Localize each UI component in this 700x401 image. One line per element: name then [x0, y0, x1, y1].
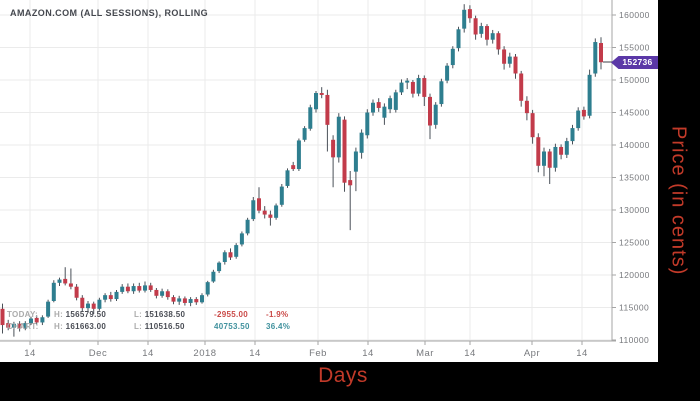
- stats-legend: TODAY: H: 156579.50 L: 151638.50 -2955.00 -1…: [7, 309, 304, 333]
- today-label: TODAY:: [7, 310, 38, 319]
- chart-title: AMAZON.COM (ALL SESSIONS), ROLLING: [10, 8, 209, 18]
- svg-text:2018: 2018: [193, 348, 216, 359]
- chart-change: 40753.50: [214, 322, 250, 331]
- y-tick-labels: 110000 115000 120000 125000 130000 135000 1400…: [619, 10, 650, 345]
- chart-low-label: L:: [134, 322, 143, 331]
- svg-text:115000: 115000: [619, 303, 649, 313]
- chart-high-label: H:: [54, 322, 64, 331]
- chart-change-pct: 36.4%: [266, 322, 291, 331]
- y-axis-caption: Price (in cents): [667, 125, 690, 276]
- svg-text:14: 14: [24, 348, 36, 359]
- svg-text:120000: 120000: [619, 270, 650, 280]
- svg-text:14: 14: [576, 348, 588, 359]
- svg-text:Dec: Dec: [89, 348, 107, 359]
- svg-text:150000: 150000: [619, 75, 650, 85]
- chart-panel: 14 Dec 14 2018 14 Feb 14 Mar 14 Apr 14 110000 115000…: [0, 0, 658, 362]
- candles[interactable]: [0, 4, 604, 337]
- svg-text:140000: 140000: [619, 140, 650, 150]
- svg-text:Apr: Apr: [524, 348, 540, 359]
- axes[interactable]: [0, 0, 616, 345]
- gridlines: [0, 0, 612, 341]
- svg-text:155000: 155000: [619, 43, 650, 53]
- today-low-label: L:: [134, 310, 143, 319]
- chart-label: CHART:: [7, 322, 39, 331]
- svg-text:130000: 130000: [619, 205, 650, 215]
- today-change-pct: -1.9%: [266, 310, 289, 319]
- stats-row-chart: CHART: H: 161663.00 L: 110516.50 40753.50 36…: [7, 321, 304, 333]
- today-high-value: 156579.50: [65, 310, 107, 319]
- today-low-value: 151638.50: [144, 310, 186, 319]
- last-price-badge: 152736: [611, 56, 658, 69]
- svg-text:145000: 145000: [619, 108, 650, 118]
- svg-text:14: 14: [142, 348, 154, 359]
- svg-text:14: 14: [464, 348, 476, 359]
- x-tick-labels: 14 Dec 14 2018 14 Feb 14 Mar 14 Apr 14: [24, 348, 588, 359]
- svg-text:14: 14: [249, 348, 261, 359]
- svg-text:125000: 125000: [619, 238, 650, 248]
- chart-high-value: 161663.00: [65, 322, 107, 331]
- svg-text:Feb: Feb: [309, 348, 327, 359]
- svg-text:14: 14: [362, 348, 374, 359]
- chart-low-value: 110516.50: [144, 322, 185, 331]
- today-high-label: H:: [54, 310, 64, 319]
- x-axis-caption: Days: [318, 364, 368, 387]
- chart-canvas[interactable]: 14 Dec 14 2018 14 Feb 14 Mar 14 Apr 14 110000 115000…: [0, 0, 658, 362]
- today-change: -2955.00: [214, 310, 248, 319]
- stats-row-today: TODAY: H: 156579.50 L: 151638.50 -2955.00 -1…: [7, 309, 304, 321]
- y-axis-caption-wrap: Price (in cents): [656, 0, 700, 401]
- svg-text:135000: 135000: [619, 173, 650, 183]
- svg-text:110000: 110000: [619, 335, 649, 345]
- svg-text:160000: 160000: [619, 10, 650, 20]
- svg-text:Mar: Mar: [416, 348, 434, 359]
